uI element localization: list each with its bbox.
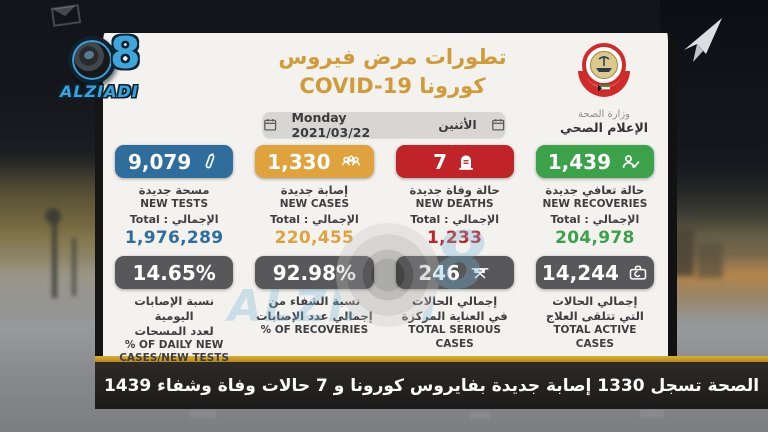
recovery-rate-label-ar: نسبة الشفاء من [268,294,361,308]
panel-title: تطورات مرض فيروس كورونا COVID-19 [270,43,515,101]
positivity-label-ar: نسبة الإصابات اليومية [134,294,215,323]
ministry-of-health-logo [578,43,630,97]
new-recoveries-label-en: NEW RECOVERIES [542,197,648,210]
paper-plane-icon [684,18,722,62]
new-tests-column: 9,079 مسحة جديدة NEW TESTS الإجمالي : To… [115,145,234,248]
recovery-rate-label-ar2: إجمالي عدد الإصابات [256,308,373,323]
channel-logo: 8 ALZIADI [58,28,150,106]
daily-stats-row: 9,079 مسحة جديدة NEW TESTS الإجمالي : To… [115,145,654,248]
total-tests-value: 1,976,289 [124,227,224,248]
new-deaths-column: 7 حالة وفاة جديدة NEW DEATHS الإجمالي : … [395,145,514,248]
new-tests-badge: 9,079 [115,145,234,178]
new-tests-label-ar: مسحة جديدة [138,183,210,197]
new-cases-badge: 1,330 [255,145,374,178]
envelope-icon [50,4,82,27]
total-label: الإجمالي : Total [550,212,640,226]
background-glow [470,412,490,419]
serious-cases-label-ar2: في العناية المركزة [401,308,508,323]
calendar-icon [491,119,504,131]
total-cases-value: 220,455 [274,227,355,248]
tombstone-icon [459,154,473,170]
active-cases-badge: 14,244 [535,256,654,289]
total-deaths-value: 1,233 [426,227,483,248]
calendar-icon [264,119,277,131]
recovery-rate-value: 92.98% [272,260,357,285]
positivity-label-ar2: لعدد المسحات [134,323,214,338]
serious-cases-label-en: TOTAL SERIOUS CASES [408,323,501,350]
new-cases-label-ar: إصابة جديدة [280,183,349,197]
tower-silhouette [72,238,76,296]
new-recoveries-badge: 1,439 [535,145,654,178]
news-ticker: الصحة تسجل 1330 إصابة جديدة بفايروس كورو… [95,362,768,409]
camera-lens-icon [68,36,116,84]
background-glow [190,410,216,418]
serious-cases-badge: 246 [395,256,514,289]
new-deaths-label-en: NEW DEATHS [415,197,494,210]
total-label: الإجمالي : Total [410,212,500,226]
background-left-skyband [0,150,96,315]
positivity-rate-badge: 14.65% [115,256,234,289]
date-english: Monday 2021/03/22 [291,109,371,140]
total-label: الإجمالي : Total [269,212,359,226]
channel-logo-text: ALZIADI [60,82,139,101]
building-silhouette [697,242,723,278]
stretcher-icon [471,267,489,279]
new-deaths-value: 7 [433,149,448,174]
serious-cases-value: 246 [418,260,460,285]
positivity-label-en2: CASES/NEW TESTS [119,352,230,365]
new-deaths-badge: 7 [395,145,514,178]
new-tests-label-en: NEW TESTS [140,197,209,210]
positivity-label-en: % OF DAILY NEW [124,338,224,351]
ministry-department: الإعلام الصحي [559,120,649,135]
new-cases-label-en: NEW CASES [279,197,350,210]
new-recoveries-label-ar: حالة تعافي جديدة [545,183,645,197]
new-cases-column: 1,330 إصابة جديدة NEW CASES الإجمالي : T… [255,145,374,248]
date-arabic: الأثنين [438,117,477,132]
recovery-rate-column: 92.98% نسبة الشفاء من إجمالي عدد الإصابا… [255,256,374,366]
positivity-rate-column: 14.65% نسبة الإصابات اليومية لعدد المسحا… [115,256,234,366]
ministry-name: وزارة الصحة [578,109,630,120]
swab-icon [205,152,215,168]
people-icon [341,154,360,165]
serious-cases-label-ar: إجمالي الحالات [412,294,498,308]
new-deaths-label-ar: حالة وفاة جديدة [409,183,500,197]
positivity-rate-value: 14.65% [132,260,216,285]
active-cases-value: 14,244 [541,260,619,285]
covid-stats-panel: تطورات مرض فيروس كورونا COVID-19 Monday … [95,33,677,364]
title-line-1: تطورات مرض فيروس [278,45,507,69]
active-cases-label-ar2: التي تتلقى العلاج [545,308,644,323]
active-cases-column: 14,244 إجمالي الحالات التي تتلقى العلاج … [535,256,654,366]
new-recoveries-value: 1,439 [547,149,611,174]
background-right-dark [660,0,768,235]
serious-cases-column: 246 إجمالي الحالات في العناية المركزة TO… [395,256,514,366]
total-label: الإجمالي : Total [129,212,219,226]
title-line-2: كورونا COVID-19 [299,73,486,98]
new-recoveries-column: 1,439 حالة تعافي جديدة NEW RECOVERIES ال… [535,145,654,248]
active-cases-label-ar: إجمالي الحالات [552,294,638,308]
ministry-block: وزارة الصحة الإعلام الصحي [546,41,662,135]
date-bar: Monday 2021/03/22 الأثنين [263,109,505,140]
total-recoveries-value: 204,978 [555,227,635,248]
new-cases-value: 1,330 [267,149,331,174]
ticker-text: الصحة تسجل 1330 إصابة جديدة بفايروس كورو… [103,375,760,396]
new-tests-value: 9,079 [127,149,192,174]
recovery-rate-badge: 92.98% [255,256,374,289]
background-glow [640,409,664,417]
channel-logo-q8: 8 [110,28,141,79]
summary-stats-row: 14.65% نسبة الإصابات اليومية لعدد المسحا… [115,256,654,366]
recovery-rate-label-en: % OF RECOVERIES [260,323,369,336]
kuwait-tower-silhouette [52,212,57,298]
gold-accent-line [95,356,768,362]
active-cases-label-en: TOTAL ACTIVE CASES [553,323,637,350]
person-check-icon [622,154,640,168]
medical-bag-icon [629,265,647,280]
